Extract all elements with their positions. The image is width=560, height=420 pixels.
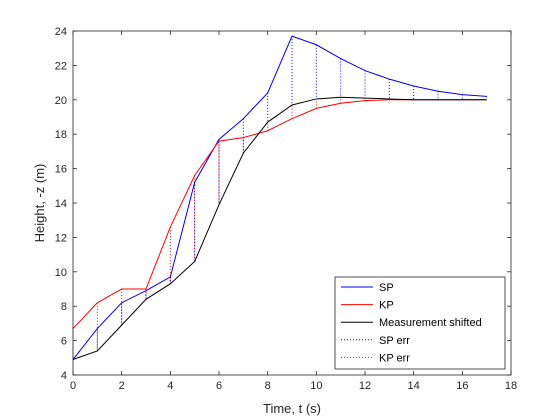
y-tick-label: 6: [61, 336, 67, 348]
x-tick-label: 10: [310, 380, 322, 392]
x-tick-label: 18: [505, 380, 517, 392]
y-tick-label: 8: [61, 301, 67, 313]
series-lines: [72, 35, 487, 360]
y-tick-label: 12: [55, 232, 67, 244]
y-tick-label: 10: [55, 267, 67, 279]
y-tick-label: 22: [55, 60, 67, 72]
error-lines: [72, 36, 488, 360]
y-tick-label: 16: [55, 164, 67, 176]
legend-label: KP err: [379, 352, 410, 364]
x-axis-label: Time, t (s): [263, 401, 321, 416]
y-tick-label: 4: [61, 370, 67, 382]
y-tick-label: 20: [55, 95, 67, 107]
y-tick-label: 18: [55, 129, 67, 141]
x-tick-label: 8: [265, 380, 271, 392]
x-tick-label: 12: [359, 380, 371, 392]
legend-label: Measurement shifted: [379, 317, 482, 329]
legend: SP KP Measurement shifted SP err KP err: [334, 276, 506, 370]
y-axis-label: Height, -z (m): [32, 164, 47, 243]
x-tick-label: 4: [167, 380, 173, 392]
y-tick-label: 14: [55, 198, 67, 210]
x-tick-label: 6: [216, 380, 222, 392]
x-tick-label: 2: [119, 380, 125, 392]
series-line-sp: [72, 35, 487, 360]
x-tick-label: 14: [408, 380, 420, 392]
y-tick-label: 24: [55, 26, 67, 38]
legend-box: [334, 276, 506, 370]
legend-label: KP: [379, 300, 394, 312]
x-tick-label: 16: [456, 380, 468, 392]
series-line-measurement-shifted: [72, 96, 487, 360]
x-tick-label: 0: [70, 380, 76, 392]
legend-label: SP: [379, 282, 394, 294]
legend-label: SP err: [379, 335, 410, 347]
